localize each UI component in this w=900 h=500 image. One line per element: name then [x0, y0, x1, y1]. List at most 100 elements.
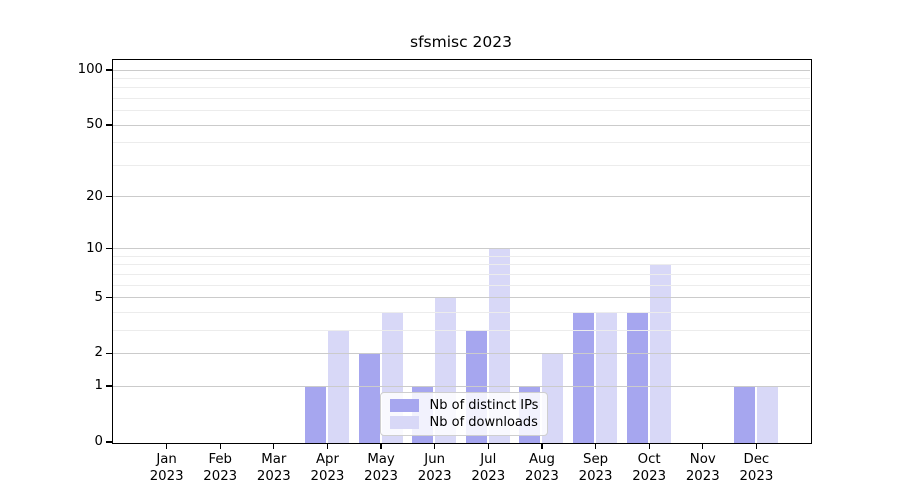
gridline-minor [112, 97, 810, 99]
x-tick-label-line: Aug [528, 452, 555, 467]
x-tick-label-line: 2023 [417, 469, 452, 484]
gridline-major [112, 352, 810, 354]
plot-area: Nb of distinct IPs Nb of downloads [111, 58, 812, 444]
y-tick-label: 5 [94, 289, 103, 305]
x-tick-label-line: Dec [743, 452, 770, 467]
x-tick-label-line: 2023 [739, 469, 774, 484]
x-tick-label-line: 2023 [632, 469, 667, 484]
x-tick-label-line: Jul [480, 452, 497, 467]
gridline-minor [112, 77, 810, 79]
x-tick-label-line: Jun [424, 452, 446, 467]
x-tick-label-line: May [367, 452, 395, 467]
gridline-minor [112, 87, 810, 89]
gridline-minor [112, 273, 810, 275]
legend-item-distinct-ips: Nb of distinct IPs [389, 397, 539, 413]
bar-nb-of-distinct-ips-sep-2023 [573, 312, 595, 443]
x-tick [165, 443, 168, 449]
y-tick-label: 100 [77, 62, 103, 77]
x-tick-label: Apr 2023 [285, 451, 369, 485]
y-tick [106, 124, 113, 126]
x-tick-label-line: Mar [261, 452, 287, 467]
x-tick-label-line: 2023 [471, 469, 506, 484]
gridline-major [112, 69, 810, 71]
legend-label-downloads: Nb of downloads [429, 414, 538, 430]
x-tick-label: Jul 2023 [446, 451, 530, 485]
bar-nb-of-downloads-oct-2023 [649, 265, 671, 443]
legend-item-downloads: Nb of downloads [389, 414, 538, 430]
bar-nb-of-distinct-ips-apr-2023 [304, 386, 326, 443]
y-tick [106, 296, 113, 299]
y-tick [106, 441, 113, 443]
x-tick [755, 443, 758, 449]
y-tick-label: 20 [86, 188, 103, 204]
y-tick [106, 385, 113, 387]
y-tick-label: 50 [86, 117, 103, 133]
x-tick [541, 443, 543, 449]
y-tick [106, 352, 113, 355]
bar-nb-of-downloads-aug-2023 [542, 353, 564, 443]
legend-label-distinct-ips: Nb of distinct IPs [429, 397, 539, 413]
gridline-minor [112, 311, 810, 313]
x-tick-label-line: Feb [208, 452, 232, 467]
gridline-major [112, 196, 810, 198]
gridline-minor [112, 284, 810, 286]
y-tick-label: 0 [94, 434, 103, 449]
x-tick-label-line: 2023 [256, 469, 291, 484]
bar-nb-of-downloads-apr-2023 [327, 330, 349, 443]
gridlines-layer [112, 60, 811, 443]
x-tick [487, 443, 489, 449]
x-tick-label-line: 2023 [203, 469, 238, 484]
gridline-major [112, 297, 810, 299]
x-tick-label-line: 2023 [685, 469, 720, 484]
x-tick [219, 443, 221, 449]
x-tick-label-line: 2023 [310, 469, 345, 484]
gridline-minor [112, 264, 810, 266]
x-tick-label: Mar 2023 [232, 451, 316, 485]
legend: Nb of distinct IPs Nb of downloads [379, 391, 548, 436]
x-tick-label: Feb 2023 [178, 451, 262, 485]
x-tick [702, 443, 704, 449]
x-tick-label-line: 2023 [364, 469, 398, 484]
x-tick-label-line: Apr [315, 452, 339, 467]
gridline-minor [112, 110, 810, 112]
gridline-minor [112, 329, 810, 331]
y-tick-label: 2 [94, 345, 103, 361]
x-tick-label: Jun 2023 [393, 451, 477, 485]
x-tick-label: Sep 2023 [554, 451, 638, 485]
x-tick [594, 443, 597, 449]
x-tick-label-line: 2023 [525, 469, 559, 484]
x-tick-label-line: Jan [156, 452, 177, 467]
x-tick-label: Oct 2023 [607, 451, 691, 485]
chart-title: sfsmisc 2023 [410, 33, 512, 51]
bar-nb-of-downloads-sep-2023 [596, 312, 618, 443]
gridline-major [112, 248, 810, 250]
x-tick-label: Aug 2023 [500, 451, 584, 485]
y-tick-label: 10 [86, 240, 103, 256]
gridline-major [112, 385, 810, 387]
x-tick-label-line: 2023 [149, 469, 184, 484]
gridline-minor [112, 164, 810, 166]
gridline-minor [112, 255, 810, 257]
x-tick-label-line: Sep [583, 452, 609, 467]
bar-nb-of-distinct-ips-dec-2023 [733, 386, 755, 443]
x-tick [434, 443, 436, 449]
y-tick [106, 195, 113, 198]
x-tick [273, 443, 275, 449]
x-tick-label: Nov 2023 [661, 451, 745, 485]
x-tick-label-line: Oct [637, 452, 661, 467]
x-tick-label-line: 2023 [578, 469, 613, 484]
y-tick [106, 69, 113, 71]
gridline-major [112, 124, 810, 126]
x-tick [380, 443, 382, 449]
bar-nb-of-distinct-ips-oct-2023 [626, 312, 648, 443]
y-tick [106, 248, 113, 250]
x-tick-label: Jan 2023 [125, 451, 209, 485]
x-tick-label: May 2023 [339, 451, 423, 485]
legend-swatch-distinct-ips [389, 398, 419, 412]
x-tick-label: Dec 2023 [714, 451, 798, 485]
bar-nb-of-distinct-ips-may-2023 [358, 353, 380, 443]
y-tick-label: 1 [94, 378, 103, 394]
x-tick-label-line: Nov [689, 452, 716, 467]
x-tick [326, 443, 329, 449]
